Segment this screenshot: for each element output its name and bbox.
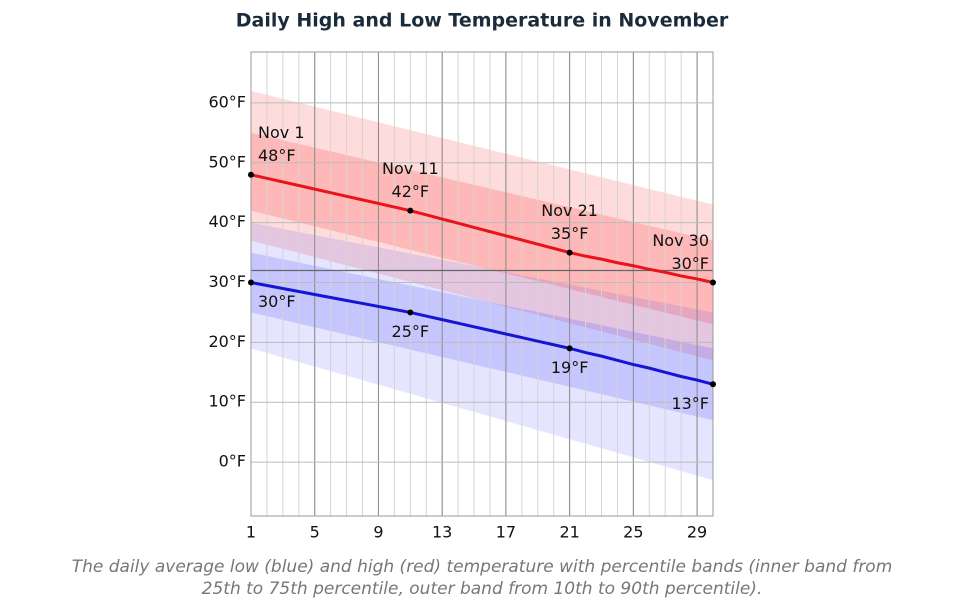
annotation-point [710,279,716,286]
x-tick-label: 5 [310,523,320,542]
annotation-label: 30°F [258,292,296,311]
caption: The daily average low (blue) and high (r… [72,557,893,577]
annotation-label: 25°F [392,322,430,341]
y-tick-label: 0°F [219,452,246,471]
annotation-date: Nov 30 [652,231,709,250]
annotation-label: 19°F [551,358,589,377]
annotation-point [248,171,254,178]
annotation-label: 48°F [258,146,296,165]
x-tick-label: 29 [687,523,707,542]
annotation-date: Nov 11 [382,159,439,178]
x-tick-label: 17 [496,523,516,542]
y-tick-label: 10°F [208,392,246,411]
annotation-label: 30°F [671,254,709,273]
percentile-band [251,252,713,421]
caption: 25th to 75th percentile, outer band from… [202,579,763,599]
y-tick-label: 30°F [208,272,246,291]
annotation-label: 42°F [392,182,430,201]
percentile-band [251,222,713,481]
plot-area [251,52,713,516]
temperature-line [250,173,714,284]
annotation-point [710,381,716,388]
annotation-date: Nov 1 [258,123,305,142]
x-tick-label: 1 [246,523,256,542]
annotation-point [407,309,414,316]
y-tick-label: 50°F [208,152,246,171]
annotation-date: Nov 21 [541,201,598,220]
annotation-point [566,345,573,352]
annotation-label: 35°F [551,224,589,243]
y-tick-label: 60°F [208,92,246,111]
x-tick-label: 9 [373,523,383,542]
temperature-line [250,281,714,386]
annotation-point [566,249,573,256]
x-tick-label: 21 [559,523,579,542]
y-tick-label: 20°F [208,332,246,351]
chart-title: Daily High and Low Temperature in Novemb… [236,10,729,32]
x-tick-label: 25 [623,523,643,542]
annotation-label: 13°F [671,394,709,413]
annotation-point [248,279,254,286]
percentile-band [251,90,713,361]
x-tick-label: 13 [432,523,452,542]
annotation-point [407,207,414,214]
y-tick-label: 40°F [208,212,246,231]
